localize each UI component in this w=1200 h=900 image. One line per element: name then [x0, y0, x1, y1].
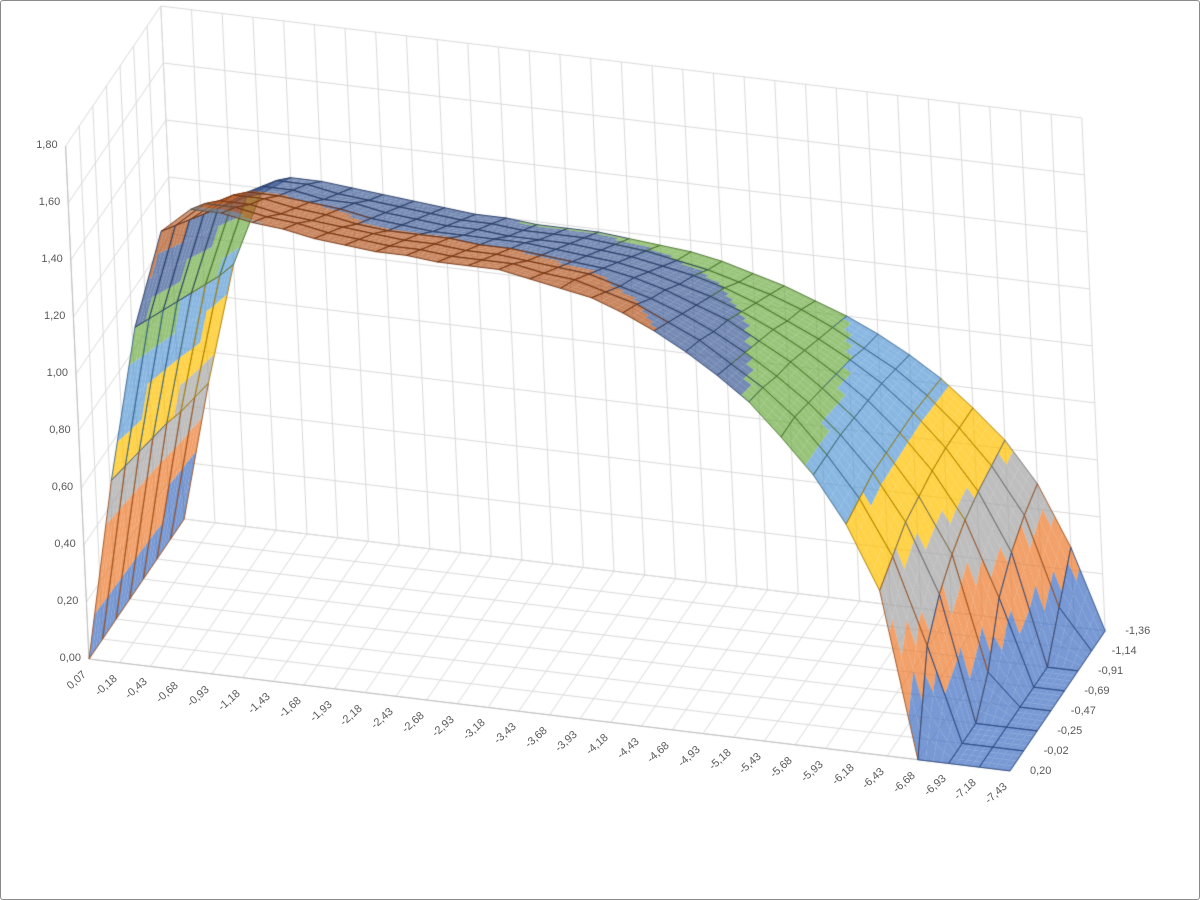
chart-area: 0,07 -0,18 -0,43 -0,68 -0,93 -1,18 -1,43 -1,68-…: [0, 0, 1200, 900]
surface-plot-canvas: [1, 1, 1199, 899]
